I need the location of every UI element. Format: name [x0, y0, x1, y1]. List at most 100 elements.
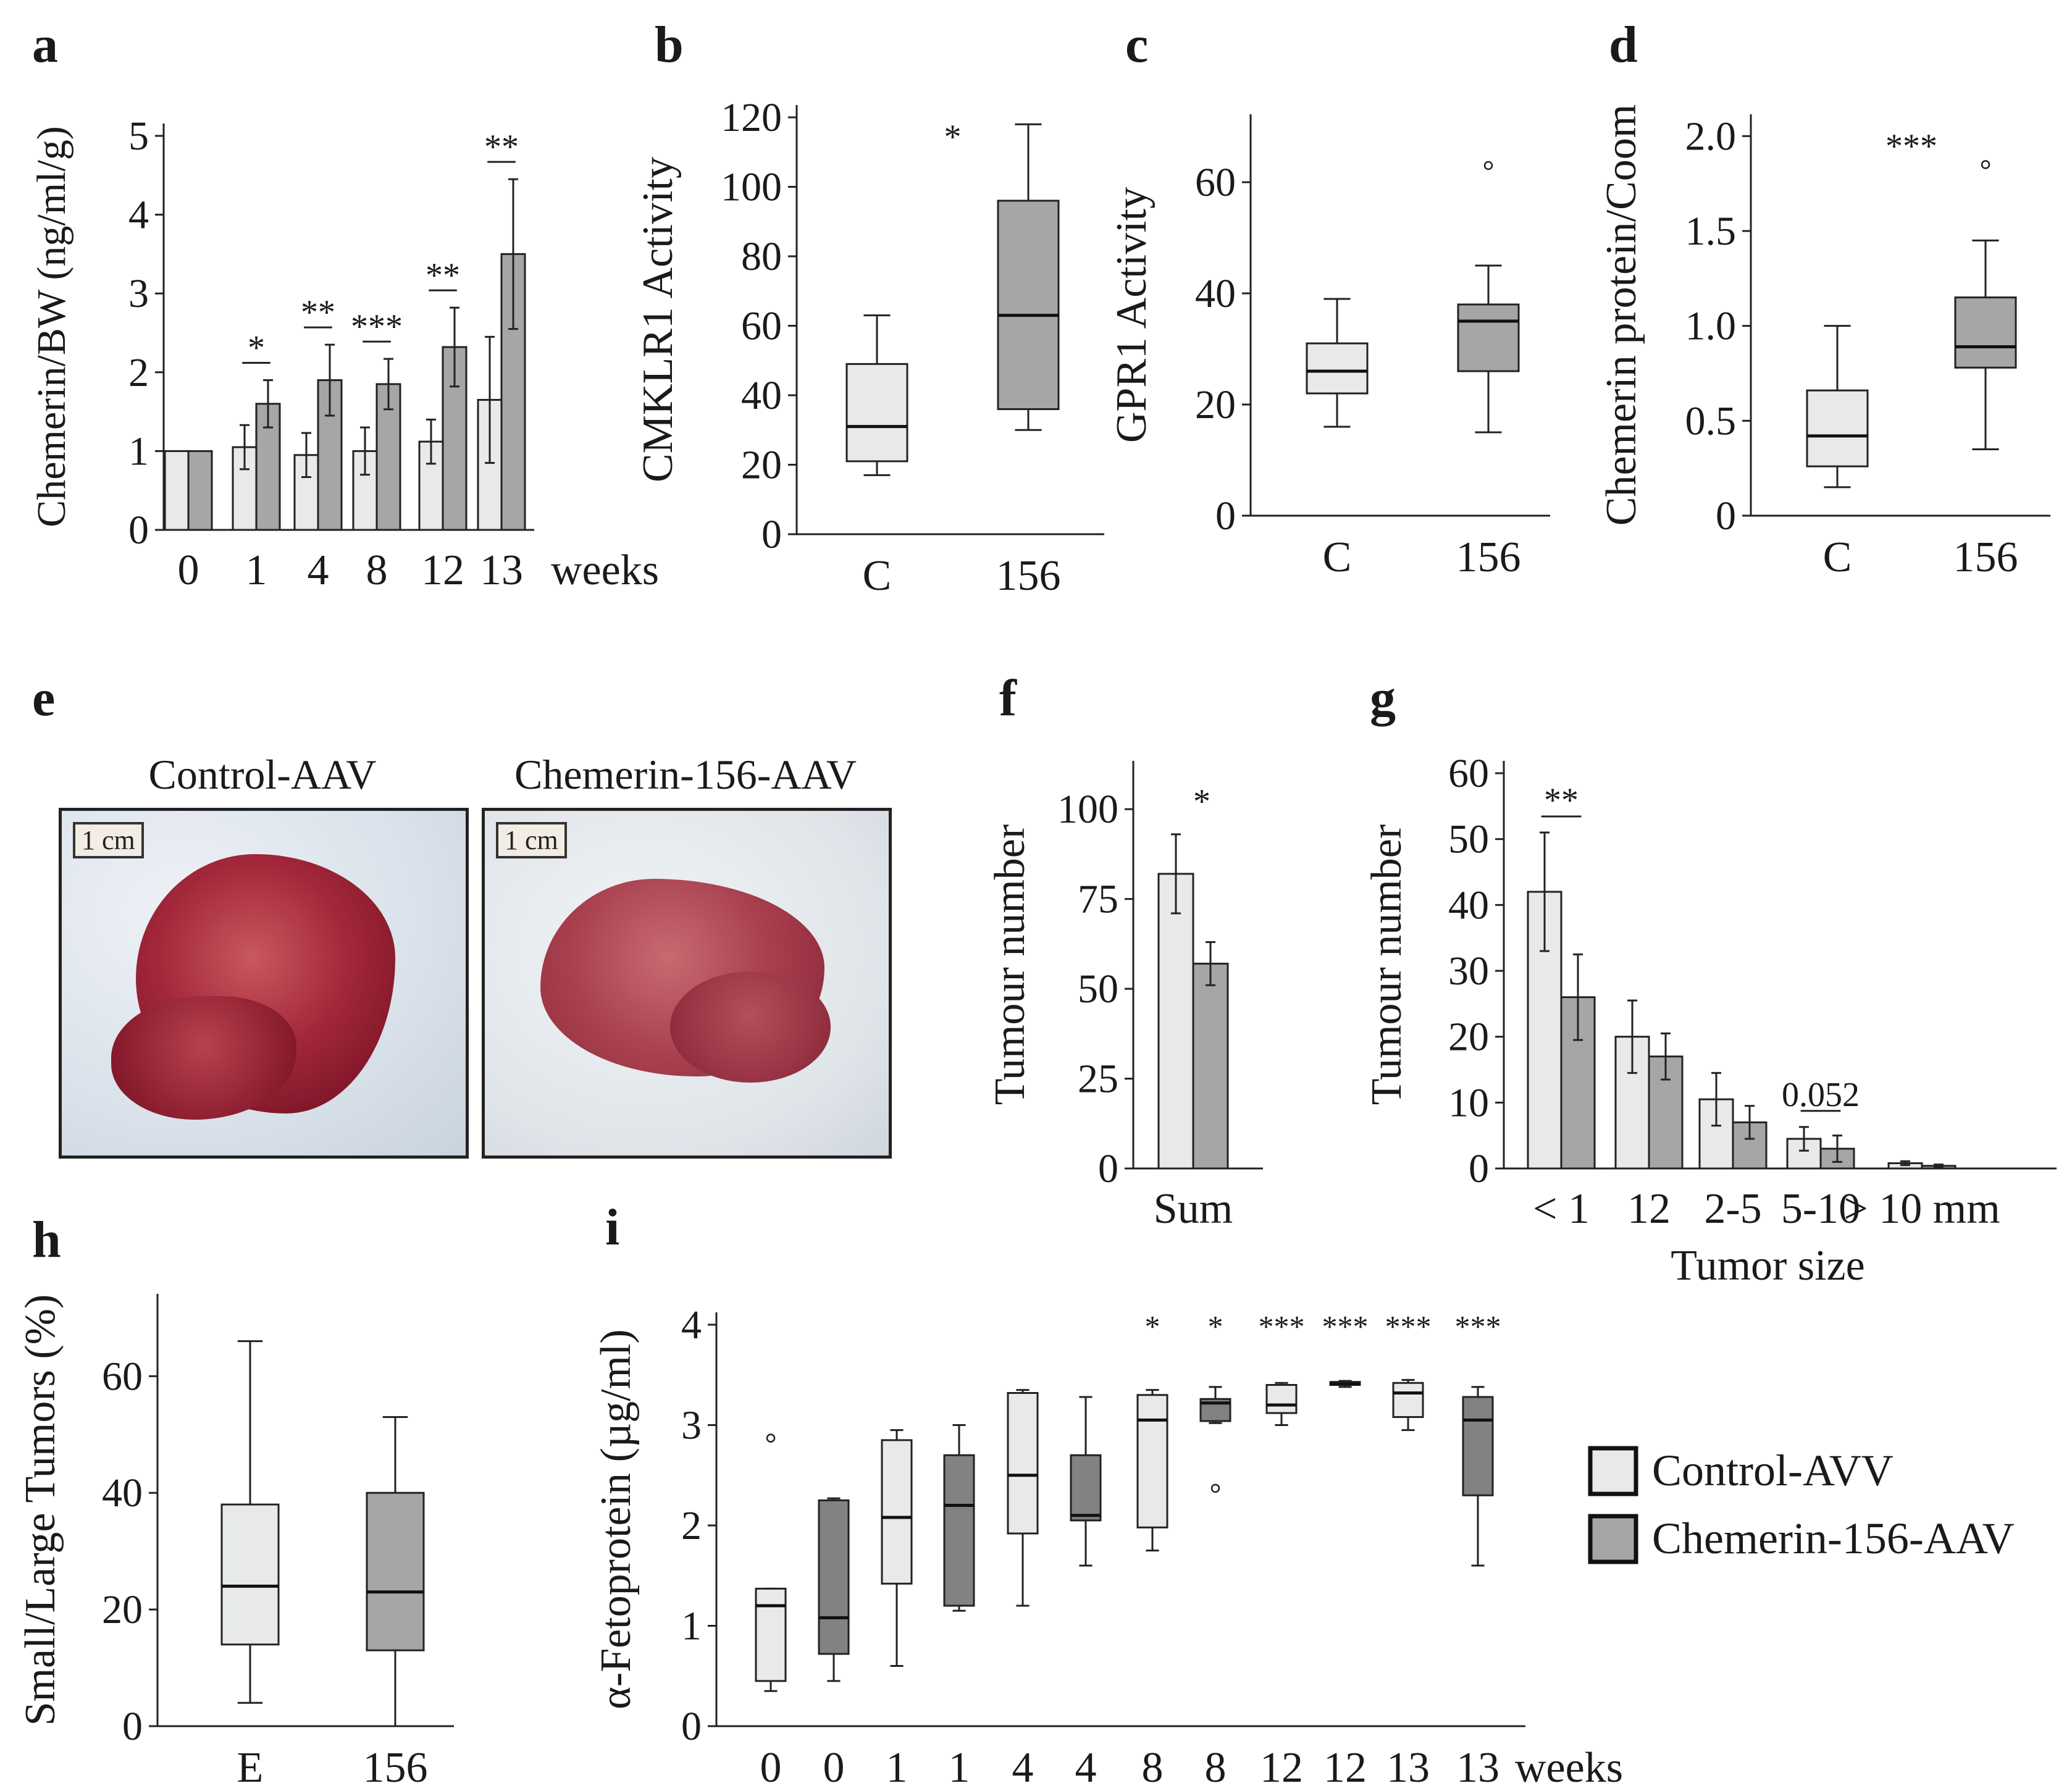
box-c-1 [1457, 303, 1520, 372]
ytick-label-b-4: 80 [741, 234, 782, 279]
ytick-label-g-4: 40 [1448, 883, 1489, 928]
ytick-label-g-2: 20 [1448, 1015, 1489, 1060]
scale-bar-right: 1 cm [496, 822, 567, 858]
ytick-label-h-1: 20 [102, 1587, 143, 1632]
ytick-label-a-1: 1 [128, 429, 149, 474]
sig-label-b: * [944, 118, 962, 156]
box-i-6 [1136, 1394, 1168, 1529]
ylabel-h: Small/Large Tumors (%) [17, 1294, 64, 1726]
outlier-i-0-0 [766, 1433, 776, 1443]
box-h-1 [366, 1491, 425, 1651]
xtick-label-a-1: 1 [246, 547, 267, 594]
panel-label-h: h [32, 1211, 61, 1269]
xtick-label-g-4: > 10 mm [1843, 1185, 2000, 1233]
ytick-label-d-3: 1.5 [1685, 209, 1737, 254]
ytick-label-a-2: 2 [128, 350, 149, 395]
ytick-label-c-2: 40 [1195, 271, 1236, 316]
xtick-label-i-2: 1 [886, 1744, 908, 1791]
xtick-label-c-1: 156 [1456, 534, 1521, 581]
ytick-label-f-1: 25 [1078, 1057, 1118, 1102]
ytick-label-b-3: 60 [741, 304, 782, 349]
ytick-label-d-1: 0.5 [1685, 398, 1737, 443]
ytick-label-d-0: 0 [1716, 493, 1736, 539]
ytick-label-b-0: 0 [761, 512, 782, 557]
panel-label-g: g [1370, 669, 1396, 727]
box-d-1 [1954, 296, 2017, 369]
ytick-label-h-0: 0 [122, 1704, 143, 1749]
outlier-d-1-0 [1981, 160, 1990, 169]
ytick-label-b-5: 100 [721, 165, 782, 210]
liver-left-lobe [111, 996, 296, 1120]
ytick-label-a-3: 3 [128, 271, 149, 316]
xlabel-a: weeks [551, 547, 659, 594]
xtick-label-g-1: 12 [1627, 1185, 1671, 1233]
panel-label-b: b [655, 16, 684, 73]
xtick-label-i-9: 12 [1323, 1744, 1367, 1791]
xtick-label-a-2: 4 [308, 547, 329, 594]
xtick-label-h-1: 156 [363, 1744, 428, 1791]
photo-left: 1 cm [59, 808, 469, 1159]
box-b-1 [997, 199, 1060, 410]
ylabel-d: Chemerin protein/Coom [1598, 104, 1645, 526]
ytick-label-i-0: 0 [681, 1704, 702, 1749]
legend-swatch-control [1588, 1446, 1638, 1496]
xtick-label-i-8: 12 [1260, 1744, 1303, 1791]
ylabel-a: Chemerin/BW (ng/ml/g) [29, 126, 74, 527]
box-i-0 [755, 1587, 787, 1682]
box-i-2 [881, 1439, 913, 1585]
ytick-label-d-2: 1.0 [1685, 304, 1737, 349]
legend-swatch-chemerin [1588, 1514, 1638, 1564]
sig-label-a-1: * [248, 329, 265, 367]
xtick-label-b-1: 156 [996, 552, 1061, 600]
xlabel-i: weeks [1515, 1744, 1623, 1791]
sig-label-a-3: *** [351, 308, 403, 346]
sig-label-g-3: 0.052 [1782, 1076, 1860, 1114]
panel-label-e: e [32, 669, 55, 727]
xtick-label-g-3: 5-10 [1781, 1185, 1860, 1233]
xtick-label-i-3: 1 [949, 1744, 970, 1791]
box-i-5 [1070, 1454, 1102, 1522]
ytick-label-g-1: 10 [1448, 1080, 1489, 1125]
ylabel-b: CMKLR1 Activity [634, 157, 682, 482]
scale-bar-left: 1 cm [73, 822, 144, 858]
xtick-label-h-0: E [237, 1744, 264, 1791]
xtick-label-b-0: C [863, 552, 892, 600]
ytick-label-i-2: 2 [681, 1503, 702, 1548]
ylabel-f: Tumour number [986, 824, 1034, 1105]
sig-label-i-7: * [1208, 1309, 1223, 1344]
ytick-label-g-5: 50 [1448, 817, 1489, 862]
xtick-label-a-5: 13 [480, 547, 523, 594]
bar-a-0-0 [164, 450, 190, 531]
ytick-label-g-3: 30 [1448, 949, 1489, 994]
photo-left-title: Control-AAV [148, 751, 377, 798]
ytick-label-g-6: 60 [1448, 751, 1489, 796]
ytick-label-h-3: 60 [102, 1354, 143, 1399]
sig-label-f: * [1193, 782, 1210, 821]
box-i-11 [1462, 1396, 1494, 1496]
legend-label-chemerin: Chemerin-156-AAV [1652, 1514, 2015, 1563]
sig-label-a-4: ** [426, 256, 460, 295]
xtick-label-c-0: C [1323, 534, 1352, 581]
ytick-label-i-1: 1 [681, 1604, 702, 1649]
box-i-8 [1265, 1384, 1298, 1414]
box-i-3 [943, 1454, 975, 1607]
ytick-label-c-1: 20 [1195, 382, 1236, 427]
sig-label-i-11: *** [1455, 1309, 1501, 1344]
sig-label-i-10: *** [1385, 1309, 1432, 1344]
ytick-label-c-3: 60 [1195, 160, 1236, 205]
ytick-label-f-4: 100 [1057, 787, 1118, 832]
ytick-label-b-2: 40 [741, 373, 782, 418]
xtick-label-g-0: < 1 [1533, 1185, 1590, 1233]
sig-label-g-0: ** [1544, 781, 1579, 820]
ytick-label-a-4: 4 [128, 193, 149, 238]
photo-right-title: Chemerin-156-AAV [514, 751, 857, 798]
box-d-0 [1806, 389, 1869, 468]
ylabel-c: GPR1 Activity [1108, 187, 1156, 443]
sig-label-a-2: ** [301, 293, 335, 332]
sig-label-i-9: *** [1322, 1309, 1369, 1344]
xtick-label-d-1: 156 [1953, 534, 2018, 581]
xtick-label-i-11: 13 [1456, 1744, 1499, 1791]
panel-label-c: c [1125, 16, 1148, 73]
